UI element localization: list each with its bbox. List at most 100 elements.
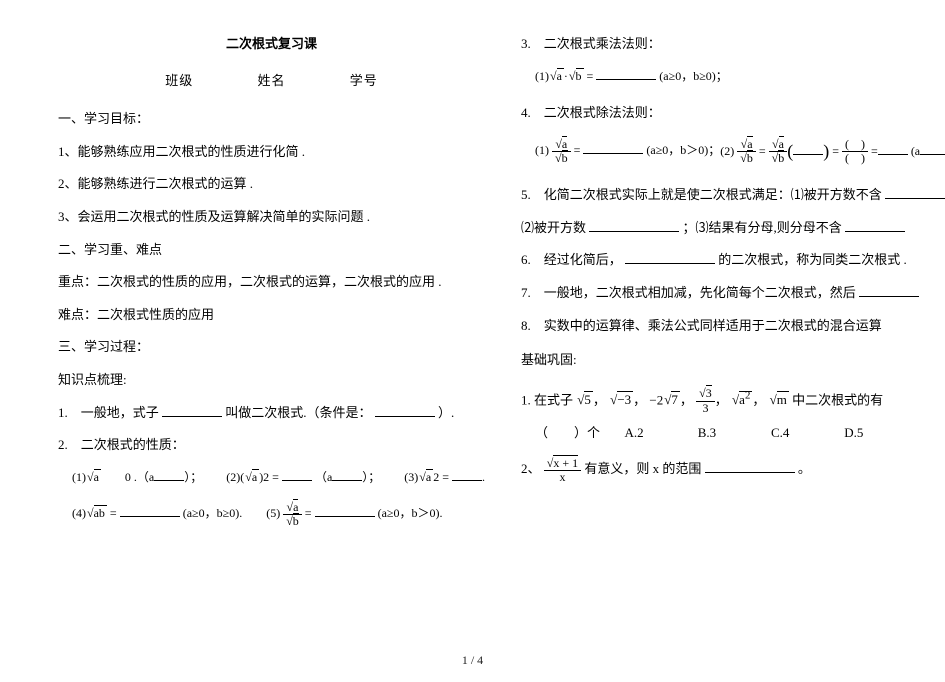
sqrt-a-icon: a <box>244 464 259 490</box>
blank <box>920 143 945 155</box>
r4f2-b: (a <box>911 144 920 158</box>
blank <box>625 251 715 264</box>
sqrt-5-icon: 5 <box>576 386 593 415</box>
field-id: 学号 <box>350 73 378 88</box>
base-heading: 基础巩固: <box>521 346 945 375</box>
p2-a: (2)( <box>226 470 244 484</box>
rule-3-formula: (1)a·b = (a≥0，b≥0)； <box>521 63 945 89</box>
frac-sqrt-x-plus-1-over-x-icon: √x + 1 x <box>544 457 581 484</box>
blank <box>878 143 908 155</box>
q1-c: −2 <box>649 392 663 407</box>
key-point: 重点：二次根式的性质的应用，二次根式的运算，二次根式的应用 . <box>58 268 485 297</box>
blank <box>154 469 184 481</box>
p1-b: 0 .（a <box>125 470 154 484</box>
blank <box>589 219 679 232</box>
rule-4-formula-2: (2) √a √b = √a √b () = ( )( ) = (a0, b0) <box>720 132 945 172</box>
goal-1: 1、能够熟练应用二次根式的性质进行化简 . <box>58 138 485 167</box>
choice-b: B.3 <box>698 419 768 448</box>
q1c: （ ）个 <box>535 425 600 440</box>
p2-b: （a <box>315 470 332 484</box>
sqrt-a2-icon: a <box>418 464 433 490</box>
r3-label: (1) <box>535 69 549 83</box>
sqrt-a-over-sqrt-b-icon: √a √b <box>737 138 756 165</box>
sqrt-a-over-sqrt-b-icon: √a √b <box>552 138 571 165</box>
blank <box>375 404 435 417</box>
section-2-title: 二、学习重、难点 <box>58 236 485 265</box>
blank <box>120 505 180 517</box>
p2-c: ）； <box>362 470 380 484</box>
sqrt-a2-icon: a2 <box>731 385 752 415</box>
r5d: ；⑶结果有分母,则分母不含 <box>683 220 842 235</box>
k1-a: 1. 一般地，式子 <box>58 405 159 420</box>
p5-c: (a≥0，b＞0). <box>378 506 443 520</box>
sqrt-ab-icon: ab <box>86 500 107 526</box>
q1a: 1. 在式子 <box>521 392 573 407</box>
q2a: 2、 <box>521 461 541 476</box>
property-row-2: (4)ab = (a≥0，b≥0). (5) √a √b = (a≥0，b＞0)… <box>58 500 485 528</box>
sqrt-a-icon: a <box>86 464 101 490</box>
sqrt-b-icon: b <box>568 63 584 89</box>
rule-4-row: (1) √a √b = (a≥0，b＞0)； (2) √a √b = √a √b <box>521 132 945 172</box>
doc-title: 二次根式复习课 <box>58 30 485 59</box>
r6a: 6. 经过化简后， <box>521 252 622 267</box>
p3-a2: 2 = <box>433 470 449 484</box>
sqrt-m-icon: m <box>769 386 789 415</box>
property-row-1: (1)a 0 .（a）； (2)(a)2 = （a）； (3)a2 = . <box>58 464 485 490</box>
section-1-title: 一、学习目标： <box>58 105 485 134</box>
header-fields: 班级 姓名 学号 <box>58 67 485 96</box>
frac-blank-icon: ( )( ) <box>842 138 868 165</box>
choice-c: C.4 <box>771 419 841 448</box>
p4-a: (4) <box>72 506 86 520</box>
k1-b: 叫做二次根式.（条件是： <box>225 405 371 420</box>
question-1: 1. 在式子 5， −3， −27， √3 3 ， a2， m 中二次根式的有 <box>521 385 945 415</box>
blank <box>845 219 905 232</box>
blank <box>885 186 945 199</box>
r3-cond: (a≥0，b≥0)； <box>659 69 728 83</box>
rule-5-line2: ⑵被开方数 ；⑶结果有分母,则分母不含 <box>521 214 945 243</box>
q2b: 有意义，则 x 的范围 <box>584 461 701 476</box>
blank <box>705 460 795 473</box>
k1-c: ）. <box>438 405 454 420</box>
rule-6: 6. 经过化简后， 的二次根式，称为同类二次根式 . <box>521 246 945 275</box>
choice-a: A.2 <box>625 419 695 448</box>
sqrt-frac-ab-icon: √a √b <box>283 501 302 528</box>
goal-2: 2、能够熟练进行二次根式的运算 . <box>58 170 485 199</box>
knowledge-2: 2. 二次根式的性质： <box>58 431 485 460</box>
sqrt-a-icon: a <box>549 63 564 89</box>
question-1-choices: （ ）个 A.2 B.3 C.4 D.5 <box>521 419 945 448</box>
frac-sqrt3-over-3-icon: √3 3 <box>696 387 715 414</box>
choice-d: D.5 <box>844 419 914 448</box>
q2c: 。 <box>798 461 811 476</box>
knowledge-heading: 知识点梳理: <box>58 366 485 395</box>
r6b: 的二次根式，称为同类二次根式 . <box>718 252 907 267</box>
p1-label: (1) <box>72 470 86 484</box>
blank <box>332 469 362 481</box>
r4-cond: (a≥0，b＞0)； <box>646 143 720 157</box>
blank <box>162 404 222 417</box>
rule-3-title: 3. 二次根式乘法法则： <box>521 30 945 59</box>
field-name: 姓名 <box>257 73 285 88</box>
blank <box>793 143 823 155</box>
r5c: ⑵被开方数 <box>521 220 586 235</box>
rule-5-line1: 5. 化简二次根式实际上就是使二次根式满足：⑴被开方数不含 ； <box>521 181 945 210</box>
page-number: 1 / 4 <box>0 653 945 668</box>
difficult-point: 难点：二次根式性质的应用 <box>58 301 485 330</box>
r4-label: (1) <box>535 143 549 157</box>
p5-a: (5) <box>266 506 280 520</box>
r5a: 5. 化简二次根式实际上就是使二次根式满足：⑴被开方数不含 <box>521 187 882 202</box>
p4-c: (a≥0，b≥0). <box>183 506 243 520</box>
question-2: 2、 √x + 1 x 有意义，则 x 的范围 。 <box>521 455 945 484</box>
knowledge-1: 1. 一般地，式子 叫做二次根式.（条件是： ）. <box>58 399 485 428</box>
blank <box>859 284 919 297</box>
r4f2-label: (2) <box>720 144 734 158</box>
p2-a2: )2 = <box>259 470 279 484</box>
blank <box>315 505 375 517</box>
blank <box>596 68 656 80</box>
blank <box>452 469 482 481</box>
rule-8: 8. 实数中的运算律、乘法公式同样适用于二次根式的混合运算 <box>521 312 945 341</box>
goal-3: 3、会运用二次根式的性质及运算解决简单的实际问题 . <box>58 203 485 232</box>
field-class: 班级 <box>165 73 193 88</box>
q1b: 中二次根式的有 <box>792 392 883 407</box>
blank <box>282 469 312 481</box>
sqrt-a-over-sqrt-b-icon: √a √b <box>769 138 788 165</box>
